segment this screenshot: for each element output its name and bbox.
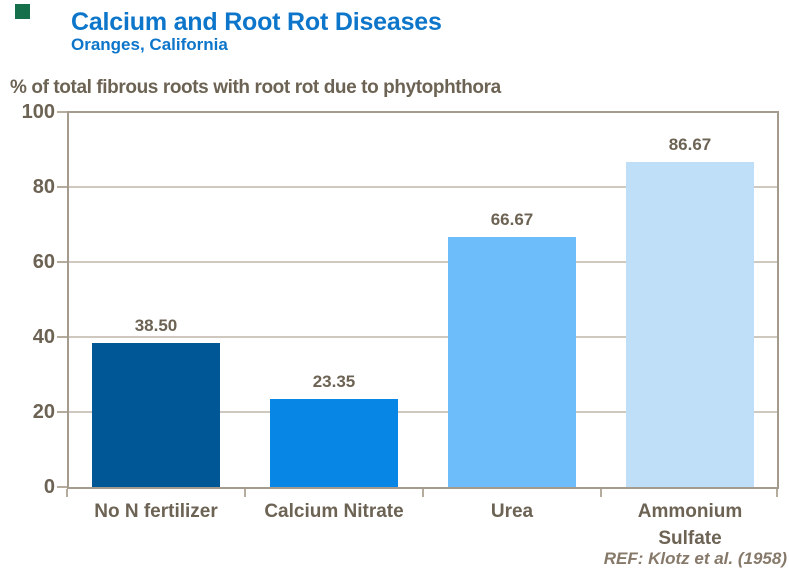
bar-value-label: 38.50 <box>134 315 178 335</box>
bar-calcium-nitrate <box>270 399 398 487</box>
x-tick-mark <box>66 489 68 497</box>
y-tick-mark <box>57 411 67 413</box>
y-tick-mark <box>57 486 67 488</box>
x-tick-mark <box>244 489 246 497</box>
y-tick-label: 20 <box>32 401 55 423</box>
bar-value-label: 66.67 <box>490 209 534 229</box>
reference-citation: REF: Klotz et al. (1958) <box>603 549 787 568</box>
gridline-60 <box>69 261 777 263</box>
chart-title: Calcium and Root Rot Diseases <box>71 8 442 36</box>
x-category-label: No N fertilizer <box>94 501 218 522</box>
bar-value-label: 23.35 <box>312 372 356 392</box>
bar-urea <box>448 236 576 487</box>
y-tick-mark <box>57 186 67 188</box>
x-category-label: Ammonium Sulfate <box>637 501 743 549</box>
x-tick-mark <box>600 489 602 497</box>
bar-no-n-fertilizer <box>92 342 220 487</box>
y-tick-mark <box>57 261 67 263</box>
x-category-label: Calcium Nitrate <box>264 501 404 522</box>
y-tick-mark <box>57 336 67 338</box>
chart-subtitle: Oranges, California <box>71 35 228 54</box>
y-tick-label: 40 <box>32 326 55 348</box>
y-tick-label: 80 <box>32 176 55 198</box>
bar-value-label: 86.67 <box>668 134 712 154</box>
x-tick-mark <box>776 489 778 497</box>
logo-square <box>15 4 30 19</box>
x-category-label: Urea <box>490 501 534 522</box>
bar-ammonium-sulfate <box>626 161 754 487</box>
gridline-40 <box>69 336 777 338</box>
x-tick-mark <box>422 489 424 497</box>
y-tick-label: 100 <box>21 101 55 123</box>
y-axis-title: % of total fibrous roots with root rot d… <box>10 77 501 98</box>
gridline-80 <box>69 186 777 188</box>
y-tick-label: 60 <box>32 251 55 273</box>
gridline-20 <box>69 411 777 413</box>
y-tick-label: 0 <box>43 476 55 498</box>
y-tick-mark <box>57 111 67 113</box>
